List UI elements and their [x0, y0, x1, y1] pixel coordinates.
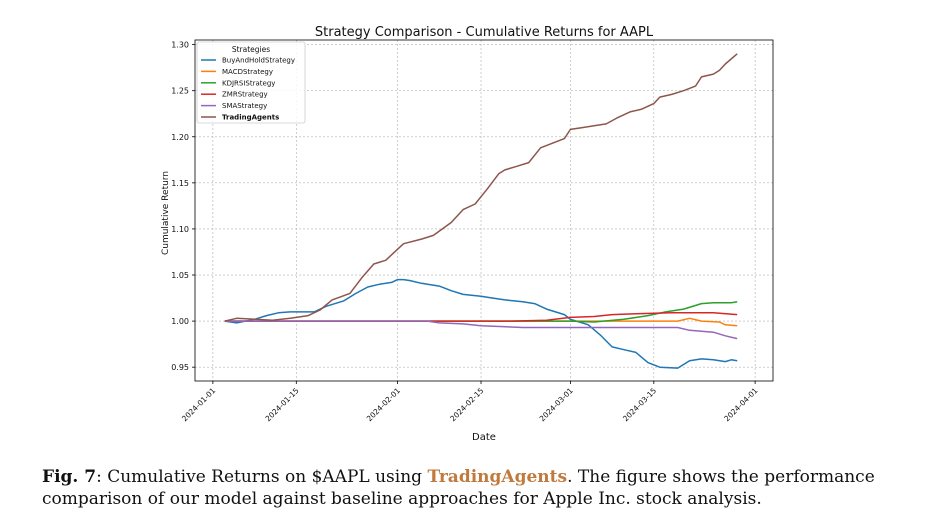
x-tick-label: 2024-02-01: [365, 386, 402, 423]
x-axis-ticks: 2024-01-01 2024-01-15 2024-02-01 2024-02-15…: [180, 381, 760, 423]
x-tick-label: 2024-04-01: [722, 386, 759, 423]
y-tick-label: 1.30: [171, 41, 189, 50]
y-tick-label: 1.05: [171, 271, 189, 280]
chart-title: Strategy Comparison - Cumulative Returns…: [315, 25, 654, 40]
y-tick-label: 1.10: [171, 225, 189, 234]
legend-item-label: KDJRSIStrategy: [222, 79, 275, 87]
x-tick-label: 2024-01-15: [264, 386, 301, 423]
x-axis-label: Date: [472, 432, 496, 443]
legend-item-label: ZMRStrategy: [222, 91, 268, 99]
legend-box: [196, 41, 306, 124]
legend-item-label: BuyAndHoldStrategy: [222, 57, 295, 65]
y-tick-label: 1.00: [171, 317, 189, 326]
chart-figure: Strategy Comparison - Cumulative Returns…: [161, 25, 774, 443]
caption-figure-label: Fig. 7: [42, 467, 97, 487]
x-tick-label: 2024-01-01: [180, 386, 217, 423]
series-line-TradingAgents: [224, 53, 738, 322]
chart-legend: Strategies BuyAndHoldStrategy MACDStrateg…: [196, 41, 306, 124]
x-tick-label: 2024-02-15: [448, 386, 485, 423]
figure-caption: Fig. 7: Cumulative Returns on $AAPL usin…: [42, 466, 922, 510]
chart-series-lines: [224, 53, 738, 369]
chart-plot-frame: [194, 39, 774, 382]
caption-highlight: TradingAgents: [427, 467, 568, 487]
x-tick-label: 2024-03-01: [538, 386, 575, 423]
legend-title: Strategies: [232, 45, 270, 54]
caption-text-before: : Cumulative Returns on $AAPL using: [96, 467, 428, 487]
y-tick-label: 1.20: [171, 133, 189, 142]
y-axis-label: Cumulative Return: [161, 171, 171, 255]
y-tick-label: 0.95: [171, 363, 189, 372]
series-line-BuyAndHoldStrategy: [224, 278, 738, 369]
caption-text-after: . The figure shows the performance compa…: [42, 467, 875, 509]
legend-item-label: TradingAgents: [222, 114, 279, 122]
legend-items: BuyAndHoldStrategy MACDStrategy KDJRSIStra…: [201, 57, 295, 122]
legend-item-label: MACDStrategy: [222, 68, 273, 76]
y-tick-label: 1.15: [171, 179, 189, 188]
y-tick-label: 1.25: [171, 87, 189, 96]
series-line-SMAStrategy: [224, 320, 738, 340]
y-axis-ticks: 0.95 1.00 1.05 1.10 1.15 1.20 1.25 1.30: [171, 41, 195, 372]
x-tick-label: 2024-03-15: [621, 386, 658, 423]
legend-item-label: SMAStrategy: [222, 102, 267, 110]
